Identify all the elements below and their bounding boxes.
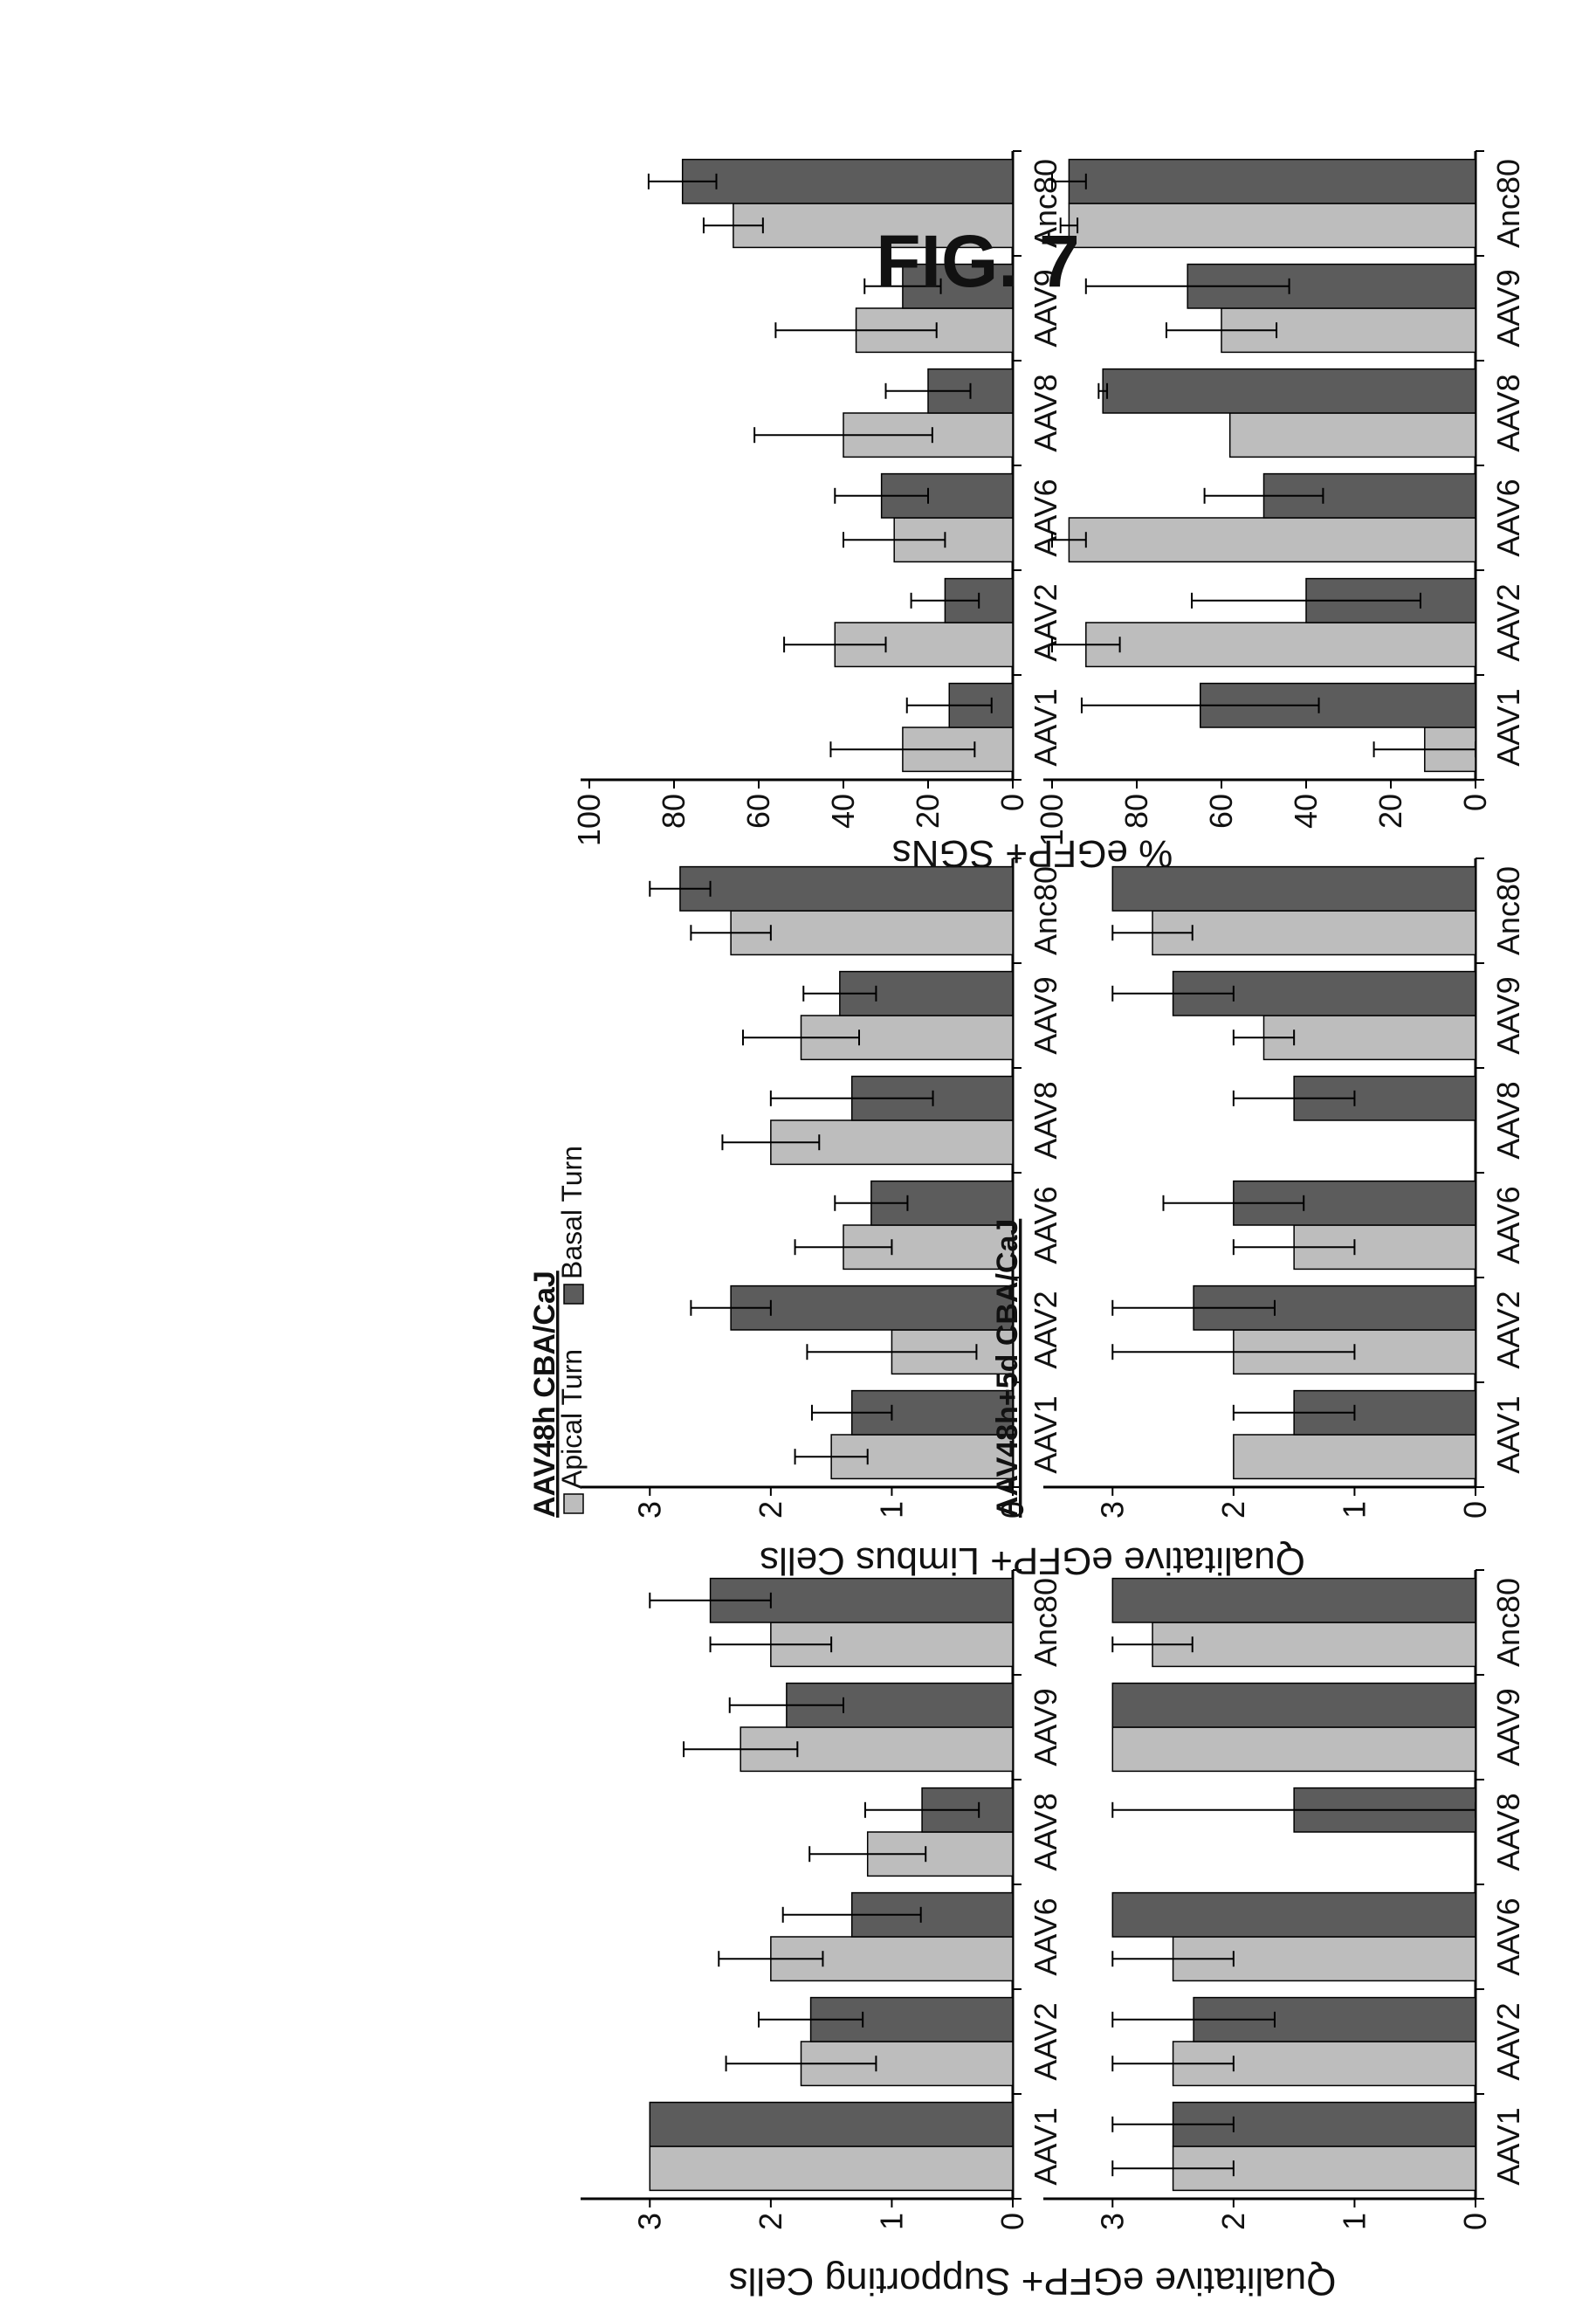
sgn48h-ytick-label-1: 20 (910, 794, 946, 829)
sc48h-xlabel-3: AAV8 (1028, 1793, 1063, 1870)
sgn48h-bar-basal-5 (681, 158, 1014, 204)
sgn48h-ytick-label-0: 0 (994, 794, 1030, 811)
sgn5d-xlabel-4: AAV9 (1490, 269, 1526, 347)
li5d-xlabel-0: AAV1 (1490, 1395, 1526, 1473)
sc5d-ytick-label-0: 0 (1457, 2213, 1493, 2230)
sgn48h-xlabel-2: AAV6 (1028, 479, 1063, 556)
sc5d-xlabel-4: AAV9 (1490, 1688, 1526, 1766)
sgn5d-xlabel-2: AAV6 (1490, 479, 1526, 556)
legend-label-basal: Basal Turn (556, 1146, 588, 1279)
sc48h-xlabel-1: AAV2 (1028, 2002, 1063, 2080)
legend-swatch-apical (563, 1493, 584, 1514)
sgn5d-ytick-label-4: 80 (1118, 794, 1154, 829)
li48h-title: AAV48h CBA/CaJ (528, 1271, 561, 1518)
sc5d-bar-basal-4 (1111, 1682, 1476, 1728)
sgn5d-bar-apical-1 (1085, 622, 1476, 668)
li5d-ytick-label-1: 1 (1336, 1501, 1372, 1519)
sc5d-xlabel-0: AAV1 (1490, 2107, 1526, 2185)
li48h-xlabel-0: AAV1 (1028, 1395, 1063, 1473)
sgn48h-ytick-label-3: 60 (740, 794, 776, 829)
sgn5d-bar-basal-3 (1102, 368, 1476, 414)
sc48h-bar-apical-0 (649, 2145, 1014, 2192)
sgn5d-bar-apical-3 (1228, 412, 1476, 458)
sc48h-ytick-label-2: 2 (753, 2213, 788, 2230)
sgn5d-xlabel-5: Anc80 (1490, 159, 1526, 248)
sgn5d-bar-apical-2 (1068, 517, 1476, 563)
sgn48h-xlabel-0: AAV1 (1028, 688, 1063, 766)
ylabel-sgn: % eGFP+ SGNs (892, 832, 1173, 875)
sc5d-xlabel-2: AAV6 (1490, 1897, 1526, 1975)
sgn48h-xlabel-3: AAV8 (1028, 374, 1063, 451)
li48h-xlabel-3: AAV8 (1028, 1081, 1063, 1159)
li5d-title: AAV48h+5d CBA/CaJ (991, 1219, 1024, 1518)
sc48h-xlabel-0: AAV1 (1028, 2107, 1063, 2185)
sc48h-xlabel-4: AAV9 (1028, 1688, 1063, 1766)
legend-label-apical: Apical Turn (556, 1349, 588, 1489)
li5d-bar-basal-5 (1111, 865, 1476, 912)
li48h-bar-basal-1 (730, 1284, 1014, 1331)
sc48h-bar-basal-0 (649, 2101, 1014, 2147)
li5d-xlabel-3: AAV8 (1490, 1081, 1526, 1159)
sgn5d-ytick-label-2: 40 (1288, 794, 1324, 829)
li48h-xlabel-5: Anc80 (1028, 866, 1063, 955)
li5d-ytick-label-0: 0 (1457, 1501, 1493, 1519)
sc5d-bar-basal-2 (1111, 1891, 1476, 1938)
ylabel-supporting: Qualitative eGFP+ Supporting Cells (729, 2260, 1337, 2303)
li48h-ytick-label-1: 1 (873, 1501, 909, 1519)
li5d-xlabel-1: AAV2 (1490, 1291, 1526, 1368)
sgn48h-ytick-label-4: 80 (656, 794, 691, 829)
sgn5d-ytick-label-1: 20 (1372, 794, 1408, 829)
legend-swatch-basal (563, 1284, 584, 1305)
li5d-ytick-label-3: 3 (1094, 1501, 1130, 1519)
ylabel-limbus: Qualitative eGFP+ Limbus Cells (760, 1539, 1305, 1582)
sc5d-xlabel-5: Anc80 (1490, 1578, 1526, 1667)
li5d-xlabel-5: Anc80 (1490, 866, 1526, 955)
sgn48h-xlabel-5: Anc80 (1028, 159, 1063, 248)
sgn5d-xlabel-3: AAV8 (1490, 374, 1526, 451)
sgn5d-xlabel-0: AAV1 (1490, 688, 1526, 766)
li48h-ytick-label-0: 0 (994, 1501, 1030, 1519)
li48h-xlabel-4: AAV9 (1028, 976, 1063, 1054)
li5d-ytick-label-2: 2 (1215, 1501, 1251, 1519)
sgn5d-ytick-label-0: 0 (1457, 794, 1493, 811)
li5d-xlabel-2: AAV6 (1490, 1186, 1526, 1264)
li48h-ytick-label-3: 3 (631, 1501, 667, 1519)
sc5d-ytick-label-2: 2 (1215, 2213, 1251, 2230)
li5d-xlabel-4: AAV9 (1490, 976, 1526, 1054)
sc48h-ytick-label-1: 1 (873, 2213, 909, 2230)
sc48h-ytick-label-3: 3 (631, 2213, 667, 2230)
sc48h-ytick-label-0: 0 (994, 2213, 1030, 2230)
sgn48h-ytick-label-5: 100 (571, 794, 607, 846)
li48h-xlabel-2: AAV6 (1028, 1186, 1063, 1264)
sc48h-xlabel-2: AAV6 (1028, 1897, 1063, 1975)
sgn48h-xlabel-1: AAV2 (1028, 583, 1063, 661)
sgn48h-ytick-label-2: 40 (825, 794, 861, 829)
li48h-xlabel-1: AAV2 (1028, 1291, 1063, 1368)
sc5d-ytick-label-3: 3 (1094, 2213, 1130, 2230)
sgn48h-xlabel-4: AAV9 (1028, 269, 1063, 347)
sgn5d-bar-apical-5 (1068, 203, 1476, 249)
sgn5d-ytick-label-3: 60 (1203, 794, 1239, 829)
li48h-bar-apical-5 (730, 910, 1014, 956)
sgn5d-bar-basal-5 (1068, 158, 1476, 204)
li5d-bar-apical-0 (1233, 1434, 1476, 1480)
sc5d-bar-apical-4 (1111, 1726, 1476, 1773)
sgn5d-ytick-label-5: 100 (1034, 794, 1070, 846)
sc5d-xlabel-1: AAV2 (1490, 2002, 1526, 2080)
li48h-ytick-label-2: 2 (753, 1501, 788, 1519)
sc5d-ytick-label-1: 1 (1336, 2213, 1372, 2230)
sc5d-bar-apical-5 (1152, 1622, 1476, 1668)
sgn5d-xlabel-1: AAV2 (1490, 583, 1526, 661)
li5d-bar-apical-5 (1152, 910, 1476, 956)
figure-label: FIG. 7 (876, 220, 1079, 302)
sc5d-xlabel-3: AAV8 (1490, 1793, 1526, 1870)
sc48h-xlabel-5: Anc80 (1028, 1578, 1063, 1667)
li5d-bar-apical-4 (1262, 1015, 1476, 1061)
sc5d-bar-basal-5 (1111, 1577, 1476, 1623)
